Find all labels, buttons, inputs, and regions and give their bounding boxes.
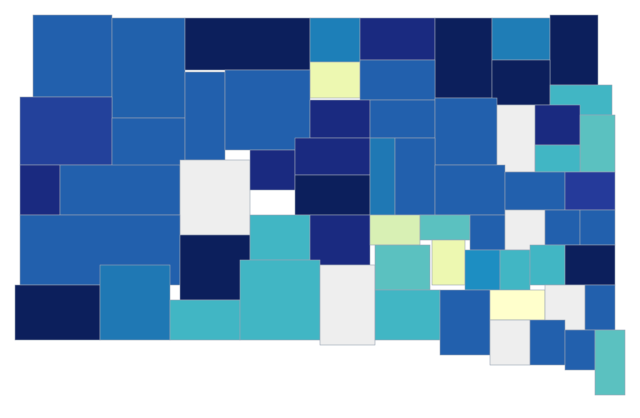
county [294, 137, 371, 176]
county [309, 214, 371, 266]
county [359, 17, 436, 61]
county [491, 17, 551, 61]
county [504, 209, 546, 251]
county [489, 289, 546, 321]
county [99, 264, 171, 341]
county [309, 99, 371, 139]
county [431, 239, 466, 286]
county [529, 244, 566, 286]
county [319, 264, 376, 346]
county [534, 144, 581, 173]
county [224, 69, 311, 151]
county [544, 209, 581, 246]
county [179, 159, 251, 236]
county [309, 61, 361, 99]
county [19, 164, 61, 216]
county [179, 234, 251, 301]
county [564, 329, 596, 371]
county [394, 137, 436, 216]
county [469, 214, 506, 251]
county [184, 71, 226, 161]
county [111, 17, 186, 119]
county [294, 174, 371, 216]
county [504, 171, 566, 211]
county [32, 14, 113, 98]
county [584, 284, 616, 331]
county [239, 259, 321, 341]
county [184, 17, 311, 71]
county [249, 149, 296, 191]
county [434, 164, 506, 216]
county [594, 329, 626, 396]
county [534, 104, 581, 146]
county [369, 214, 421, 246]
county [59, 164, 181, 216]
county [14, 284, 101, 341]
county [249, 214, 311, 261]
county [359, 59, 436, 101]
county [419, 214, 471, 241]
county [169, 299, 241, 341]
county [309, 17, 361, 63]
county [491, 59, 551, 106]
county [579, 209, 616, 246]
county [464, 249, 501, 291]
county [564, 244, 616, 286]
county [549, 14, 599, 86]
county [439, 289, 491, 356]
county [564, 171, 616, 211]
county [496, 104, 536, 173]
county [579, 114, 616, 173]
county [434, 97, 498, 166]
county [374, 244, 431, 291]
county [369, 137, 396, 216]
county [374, 289, 441, 341]
county [369, 99, 436, 139]
county [19, 96, 113, 166]
county [499, 249, 531, 291]
county [434, 17, 493, 99]
county [489, 319, 531, 366]
county [529, 319, 566, 366]
